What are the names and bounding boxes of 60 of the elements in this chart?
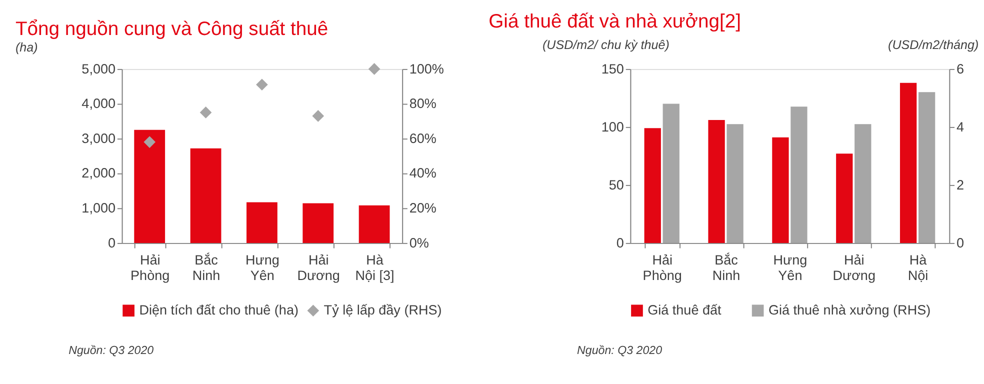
y-tick-label: 0 — [108, 235, 116, 250]
y-tick-label: 0 — [616, 235, 624, 250]
bar — [772, 137, 789, 243]
y2-tick-label: 40% — [409, 166, 436, 181]
x-tick-label: Hà Nội — [908, 252, 928, 284]
point — [144, 136, 156, 148]
y-tick-label: 2,000 — [82, 166, 116, 181]
x-tick-label: Hải Phòng — [642, 252, 682, 284]
bar — [836, 154, 853, 243]
y2-axis-title: (USD/m2/tháng) — [888, 38, 979, 52]
y2-tick-label: 0 — [956, 235, 964, 250]
point — [312, 110, 324, 122]
point — [200, 106, 212, 118]
y-tick-label: 150 — [601, 61, 624, 76]
x-tick-label: Hà Nội [3] — [355, 252, 394, 284]
legend-label: Giá thuê nhà xưởng (RHS) — [768, 302, 931, 318]
x-tick-label: Hải Phòng — [130, 252, 170, 284]
bar — [190, 148, 222, 243]
y-tick-label: 50 — [608, 177, 624, 192]
point — [368, 63, 380, 75]
bar — [726, 124, 744, 243]
bar — [302, 203, 334, 243]
y-tick-label: 100 — [601, 119, 624, 134]
bar — [644, 128, 661, 243]
bar — [358, 205, 390, 243]
chart-title: Tổng nguồn cung và Công suất thuê — [15, 19, 328, 40]
x-tick-label: Hải Dương — [297, 252, 340, 284]
y2-tick-label: 2 — [956, 177, 964, 192]
y2-tick-label: 20% — [409, 200, 436, 216]
bar — [790, 106, 808, 243]
x-tick-label: Bắc Ninh — [192, 252, 220, 284]
y-axis-title: (USD/m2/ chu kỳ thuê) — [542, 38, 670, 52]
y-tick-label: 3,000 — [82, 130, 116, 146]
x-tick-label: Hưng Yên — [246, 252, 280, 284]
legend-label: Giá thuê đất — [648, 302, 722, 318]
text: Nguồn: Q3 2020 — [577, 345, 663, 358]
bar — [662, 104, 680, 243]
y2-tick-label: 6 — [956, 61, 964, 76]
y2-tick-label: 4 — [956, 119, 964, 134]
bar — [900, 82, 917, 243]
point — [256, 78, 268, 91]
bar — [854, 124, 872, 243]
chart-subtitle: (ha) — [15, 40, 38, 55]
legend-label: Diện tích đất cho thuê (ha) — [139, 302, 298, 318]
bar — [708, 120, 725, 243]
legend-label: Tỷ lệ lấp đầy (RHS) — [324, 302, 442, 318]
y2-tick-label: 0% — [409, 235, 429, 250]
x-tick-label: Hưng Yên — [773, 252, 808, 284]
x-tick-label: Bắc Ninh — [712, 252, 740, 284]
x-tick-label: Hải Dương — [832, 252, 876, 284]
bar — [134, 130, 166, 243]
text: Nguồn: Q3 2020 — [68, 345, 154, 358]
y2-tick-label: 100% — [409, 61, 444, 76]
chart-title: Giá thuê đất và nhà xưởng[2] — [488, 11, 741, 32]
y-tick-label: 5,000 — [82, 61, 116, 76]
y2-tick-label: 60% — [409, 130, 436, 146]
bar — [246, 202, 278, 243]
y-tick-label: 4,000 — [82, 96, 116, 112]
y-tick-label: 1,000 — [82, 200, 116, 216]
y2-tick-label: 80% — [409, 96, 436, 112]
